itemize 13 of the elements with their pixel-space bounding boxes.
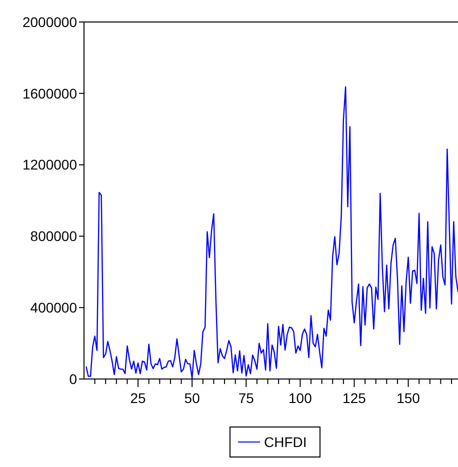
x-tick-label: 125 xyxy=(342,390,366,406)
x-tick-label: 100 xyxy=(288,390,312,406)
x-tick-label: 50 xyxy=(184,390,200,406)
legend-label: CHFDI xyxy=(264,434,307,450)
x-tick-label: 75 xyxy=(238,390,254,406)
y-tick-label: 2000000 xyxy=(22,14,78,30)
y-tick-label: 1200000 xyxy=(22,156,78,173)
y-tick-label: 800000 xyxy=(30,228,78,244)
x-tick-label: 150 xyxy=(396,390,420,406)
y-tick-label: 1600000 xyxy=(22,85,78,102)
x-tick-label: 25 xyxy=(130,390,146,406)
y-tick-label: 400000 xyxy=(30,300,78,316)
y-tick-label: 0 xyxy=(69,370,78,387)
